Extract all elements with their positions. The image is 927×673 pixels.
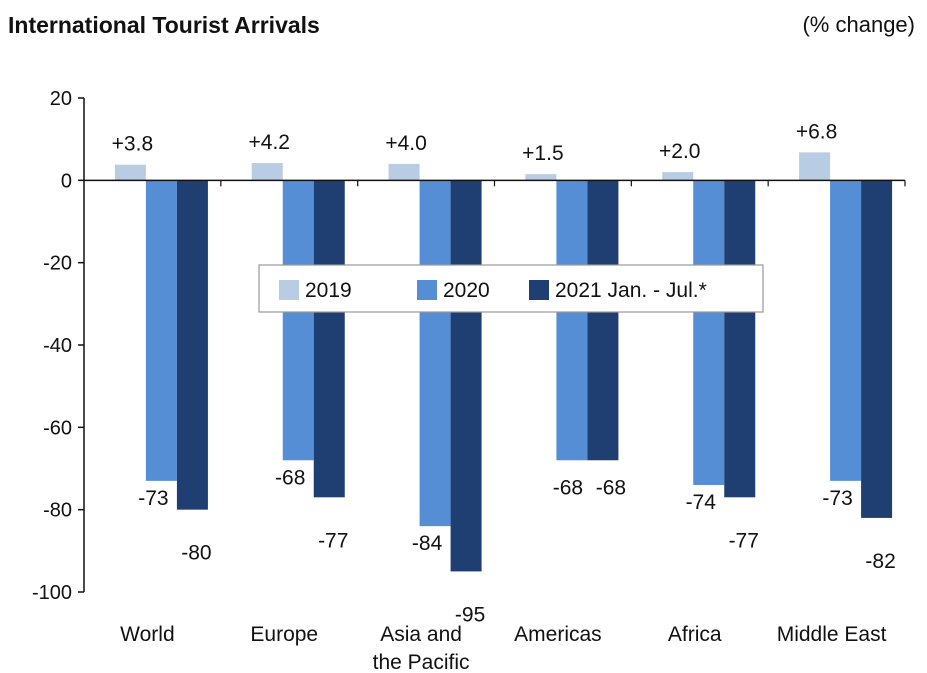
- y-tick-label-6: -100: [32, 582, 72, 604]
- bar-2019-0: [114, 164, 146, 181]
- legend-label-2: 2021 Jan. - Jul.*: [555, 279, 707, 302]
- bar-2021-jan-jul--1: [313, 180, 345, 498]
- x-tick-label-3: Americas: [514, 623, 602, 646]
- legend-label-1: 2020: [443, 279, 490, 302]
- bar-2021-jan-jul--4: [724, 180, 756, 498]
- data-label-2-4: -77: [729, 529, 759, 552]
- bar-2020-3: [556, 180, 588, 461]
- x-tick-label-5: Middle East: [777, 623, 887, 646]
- data-label-0-0: +3.8: [112, 133, 153, 156]
- data-label-2-0: -80: [181, 542, 211, 565]
- x-tick-label-0: World: [120, 623, 174, 646]
- legend-label-0: 2019: [305, 279, 352, 302]
- y-tick-label-0: 20: [50, 88, 72, 110]
- x-tick-label-2-line2: the Pacific: [373, 651, 470, 673]
- data-label-0-3: +1.5: [522, 142, 563, 165]
- bar-2019-4: [662, 172, 694, 181]
- data-label-1-4: -74: [686, 491, 717, 514]
- data-label-0-5: +6.8: [796, 120, 837, 143]
- chart-unit-label: (% change): [802, 12, 915, 37]
- bar-2019-1: [251, 163, 283, 181]
- axes-layer: 20 0 -20 -40 -60 -80 -100: [32, 88, 906, 604]
- bar-2021-jan-jul--5: [861, 180, 893, 518]
- data-label-0-1: +4.2: [249, 131, 290, 154]
- bar-2020-0: [145, 180, 177, 481]
- legend: 2019 2020 2021 Jan. - Jul.*: [258, 264, 764, 313]
- data-label-2-2: -95: [455, 603, 485, 626]
- bar-2020-2: [419, 180, 451, 527]
- data-label-1-2: -84: [412, 532, 443, 555]
- data-label-0-2: +4.0: [385, 132, 426, 155]
- y-tick-label-2: -20: [43, 253, 72, 275]
- data-label-1-0: -73: [138, 487, 168, 510]
- y-tick-label-3: -40: [43, 335, 72, 357]
- bar-2020-1: [282, 180, 314, 461]
- data-label-2-1: -77: [318, 529, 348, 552]
- bar-2021-jan-jul--2: [450, 180, 482, 572]
- bar-2019-5: [799, 152, 831, 181]
- legend-swatch-0: [279, 280, 299, 300]
- chart-title: International Tourist Arrivals: [8, 12, 320, 38]
- legend-box: [258, 264, 764, 313]
- bar-2019-3: [525, 174, 557, 181]
- data-label-2-5: -82: [865, 550, 895, 573]
- bar-2020-5: [830, 180, 862, 481]
- x-tick-label-1: Europe: [250, 623, 318, 646]
- bars-layer: [114, 152, 893, 572]
- data-label-1-3: -68: [553, 476, 583, 499]
- data-label-1-1: -68: [275, 466, 305, 489]
- y-tick-label-4: -60: [43, 417, 72, 439]
- bar-2019-2: [388, 163, 420, 181]
- bar-2020-4: [693, 180, 725, 485]
- y-tick-label-1: 0: [61, 170, 72, 192]
- y-tick-label-5: -80: [43, 500, 72, 522]
- bar-2021-jan-jul--3: [587, 180, 619, 461]
- labels-layer: +3.8 -73 -80 World +4.2 -68 -77 Europe +4.0 -84 -9…: [112, 120, 896, 673]
- legend-swatch-1: [417, 280, 437, 300]
- legend-swatch-2: [529, 280, 549, 300]
- x-tick-label-2: Asia and: [380, 623, 462, 646]
- x-tick-label-4: Africa: [668, 623, 722, 646]
- data-label-1-5: -73: [822, 487, 852, 510]
- data-label-0-4: +2.0: [659, 140, 700, 163]
- data-label-2-3: -68: [596, 476, 626, 499]
- bar-2021-jan-jul--0: [176, 180, 208, 510]
